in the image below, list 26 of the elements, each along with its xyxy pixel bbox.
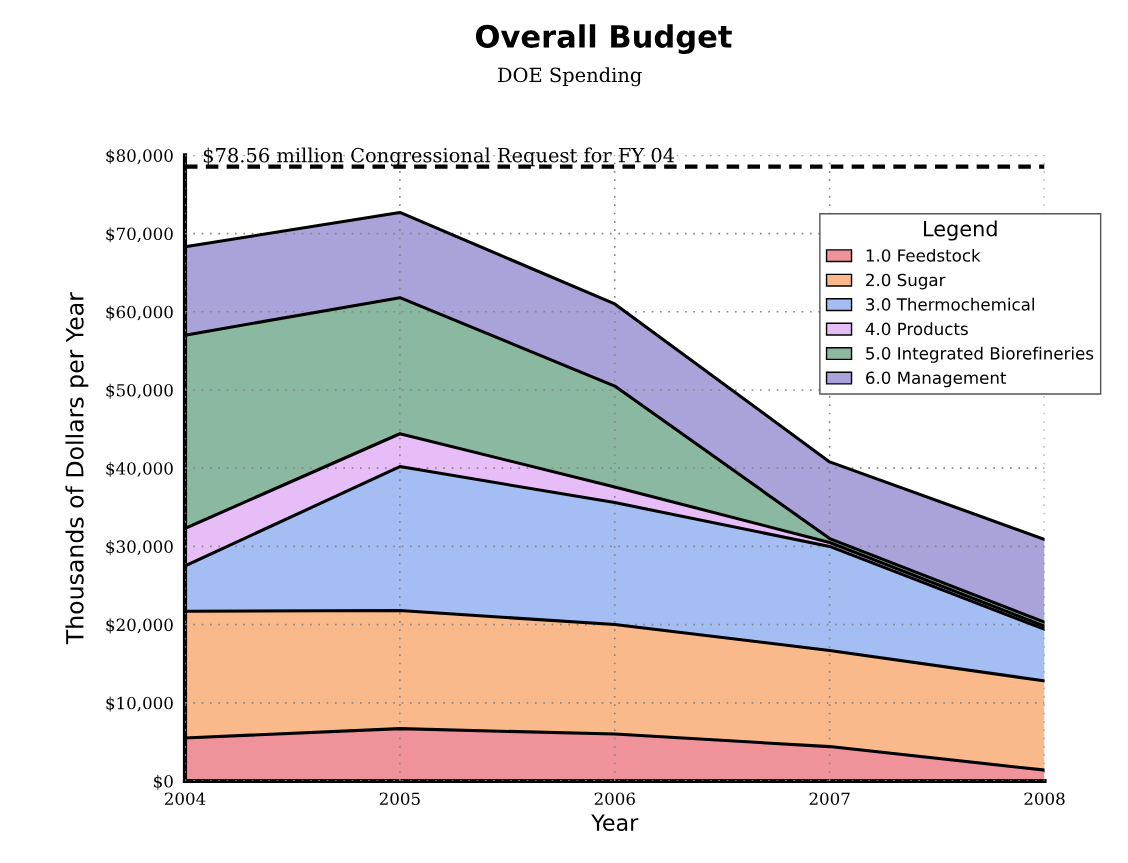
y-axis-title: Thousands of Dollars per Year bbox=[65, 292, 89, 645]
x-tick-label: 2005 bbox=[379, 792, 420, 806]
ref-line-label: $78.56 million Congressional Request for FY 04 bbox=[203, 147, 675, 167]
chart-subtitle: DOE Spending bbox=[498, 67, 642, 87]
x-tick-label: 2007 bbox=[809, 792, 850, 806]
legend-label: 2.0 Sugar bbox=[866, 273, 946, 290]
y-tick-label: $30,000 bbox=[106, 540, 173, 556]
x-tick-label: 2004 bbox=[164, 792, 206, 806]
y-tick-label: $70,000 bbox=[106, 227, 173, 243]
y-tick-label: $50,000 bbox=[106, 383, 173, 399]
y-tick-label: $60,000 bbox=[106, 305, 173, 321]
legend-title: Legend bbox=[924, 220, 997, 241]
y-tick-label: $0 bbox=[154, 774, 173, 790]
legend-label: 3.0 Thermochemical bbox=[866, 297, 1034, 311]
x-tick-label: 2008 bbox=[1024, 792, 1065, 806]
y-tick-label: $40,000 bbox=[106, 461, 173, 477]
y-tick-label: $80,000 bbox=[106, 149, 173, 165]
x-tick-label: 2006 bbox=[594, 792, 635, 806]
legend-label: 5.0 Integrated Biorefineries bbox=[866, 346, 1094, 363]
legend-label: 1.0 Feedstock bbox=[866, 248, 981, 262]
y-tick-label: $10,000 bbox=[106, 696, 173, 712]
legend-label: 4.0 Products bbox=[865, 322, 968, 336]
y-tick-label: $20,000 bbox=[106, 618, 173, 634]
x-axis-title: Year bbox=[591, 814, 639, 832]
chart-title: Overall Budget bbox=[476, 24, 732, 55]
legend-label: 6.0 Management bbox=[866, 371, 1007, 388]
